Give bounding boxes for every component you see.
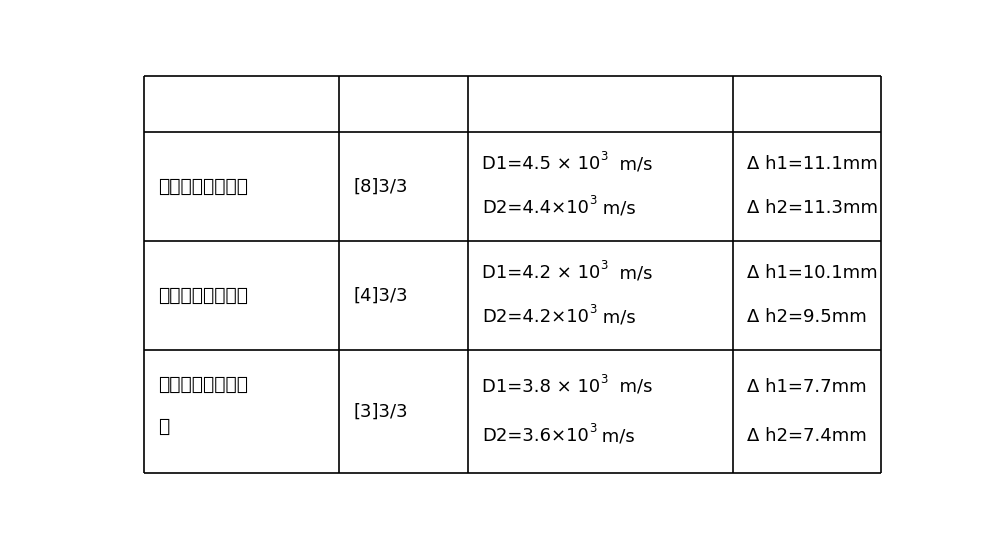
Text: D2=4.4×10: D2=4.4×10: [482, 199, 589, 217]
Text: 3: 3: [601, 259, 608, 272]
Text: D1=4.2 × 10: D1=4.2 × 10: [482, 264, 601, 282]
Text: 第五次高低温循环: 第五次高低温循环: [158, 177, 248, 196]
Text: 3: 3: [600, 373, 608, 386]
Text: D1=3.8 × 10: D1=3.8 × 10: [482, 378, 600, 396]
Text: 3: 3: [589, 422, 596, 435]
Text: 3: 3: [589, 194, 597, 207]
Text: 第十五次高低温循: 第十五次高低温循: [158, 375, 248, 394]
Text: [8]3/3: [8]3/3: [353, 177, 408, 195]
Text: m/s: m/s: [596, 428, 635, 445]
Text: 第十次高低温循环: 第十次高低温循环: [158, 286, 248, 305]
Text: Δ h1=11.1mm: Δ h1=11.1mm: [747, 156, 878, 174]
Text: 环: 环: [158, 417, 170, 436]
Text: 3: 3: [601, 150, 608, 163]
Text: D2=4.2×10: D2=4.2×10: [482, 308, 589, 326]
Text: Δ h2=9.5mm: Δ h2=9.5mm: [747, 308, 867, 326]
Text: m/s: m/s: [597, 308, 635, 326]
Text: Δ h2=11.3mm: Δ h2=11.3mm: [747, 199, 878, 217]
Text: m/s: m/s: [597, 199, 635, 217]
Text: 3: 3: [589, 303, 597, 316]
Text: D1=4.5 × 10: D1=4.5 × 10: [482, 156, 601, 174]
Text: D2=3.6×10: D2=3.6×10: [482, 428, 589, 445]
Text: [3]3/3: [3]3/3: [353, 402, 408, 420]
Text: Δ h1=7.7mm: Δ h1=7.7mm: [747, 378, 867, 396]
Text: m/s: m/s: [608, 156, 652, 174]
Text: Δ h2=7.4mm: Δ h2=7.4mm: [747, 428, 867, 445]
Text: m/s: m/s: [608, 378, 652, 396]
Text: Δ h1=10.1mm: Δ h1=10.1mm: [747, 264, 878, 282]
Text: m/s: m/s: [608, 264, 652, 282]
Text: [4]3/3: [4]3/3: [353, 286, 408, 304]
